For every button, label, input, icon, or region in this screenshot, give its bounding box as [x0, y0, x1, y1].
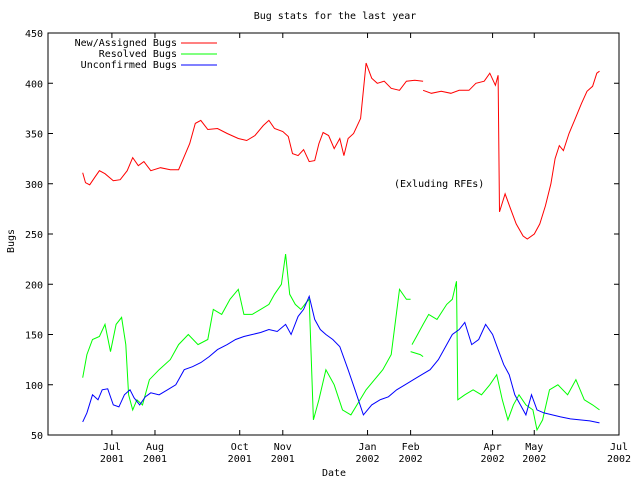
- y-tick-label: 150: [25, 331, 43, 342]
- legend-label: Unconfirmed Bugs: [81, 60, 177, 71]
- legend-label: Resolved Bugs: [99, 49, 177, 60]
- x-tick-year-label: 2001: [143, 454, 167, 465]
- y-tick-label: 200: [25, 280, 43, 291]
- y-axis: 50 100 150 200 250 300 350 400 450: [25, 29, 619, 442]
- x-tick-year-label: 2002: [522, 454, 546, 465]
- x-tick-year-label: 2001: [228, 454, 252, 465]
- x-tick-month-label: Feb: [402, 442, 420, 453]
- series-line-0: [82, 62, 424, 186]
- x-tick-year-label: 2002: [607, 454, 631, 465]
- x-tick-year-label: 2001: [271, 454, 295, 465]
- x-tick-month-label: Apr: [484, 442, 502, 453]
- x-axis-label: Date: [322, 468, 346, 479]
- x-tick-month-label: Jul: [610, 442, 628, 453]
- y-tick-label: 400: [25, 79, 43, 90]
- y-tick-label: 100: [25, 381, 43, 392]
- x-tick-month-label: May: [525, 442, 543, 453]
- x-tick-year-label: 2002: [481, 454, 505, 465]
- y-tick-label: 350: [25, 130, 43, 141]
- series-line-3: [411, 281, 600, 432]
- x-tick-month-label: Jan: [359, 442, 377, 453]
- y-tick-label: 50: [31, 431, 43, 442]
- series-line-5: [82, 294, 600, 424]
- legend-label: New/Assigned Bugs: [75, 38, 177, 49]
- x-tick-month-label: Nov: [274, 442, 292, 453]
- y-tick-label: 300: [25, 180, 43, 191]
- x-axis: Jul2001Aug2001Oct2001Nov2001Jan2002Feb20…: [100, 33, 631, 465]
- plot-frame: [47, 32, 620, 436]
- y-tick-label: 450: [25, 29, 43, 40]
- x-tick-year-label: 2001: [100, 454, 124, 465]
- y-tick-label: 250: [25, 230, 43, 241]
- x-tick-year-label: 2002: [355, 454, 379, 465]
- x-tick-year-label: 2002: [399, 454, 423, 465]
- series-line-4: [410, 351, 424, 358]
- plot-area: [82, 62, 600, 432]
- x-tick-month-label: Jul: [103, 442, 121, 453]
- x-tick-month-label: Aug: [146, 442, 164, 453]
- series-line-1: [422, 70, 600, 240]
- x-tick-month-label: Oct: [231, 442, 249, 453]
- chart-title: Bug stats for the last year: [254, 11, 417, 22]
- y-axis-label: Bugs: [6, 229, 17, 253]
- series-line-2: [82, 254, 411, 421]
- annotation-excluding-rfes: (Exluding RFEs): [394, 179, 484, 190]
